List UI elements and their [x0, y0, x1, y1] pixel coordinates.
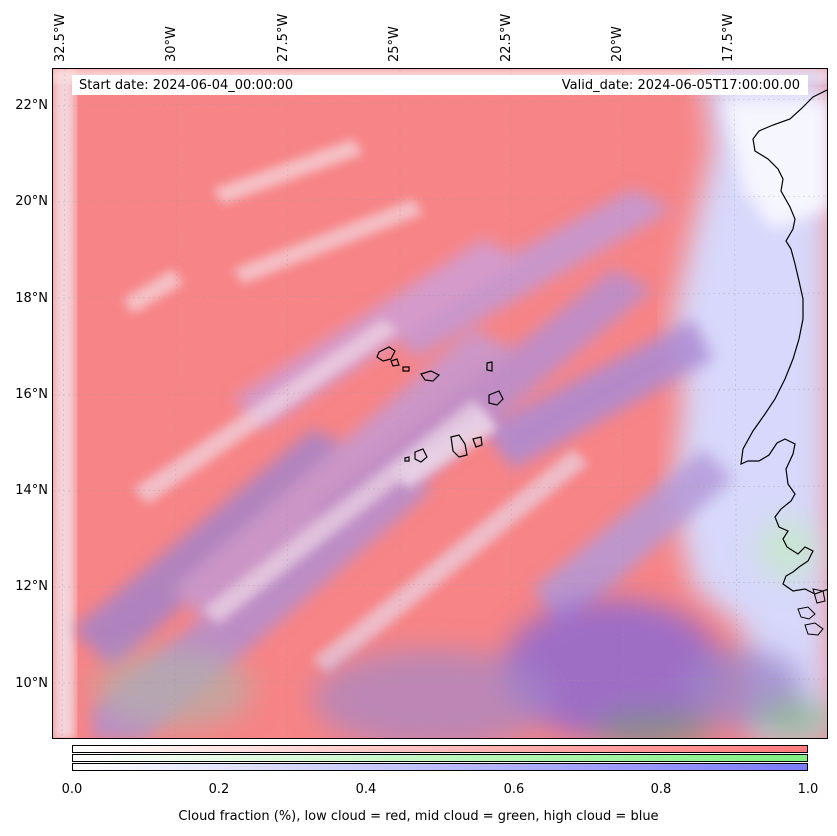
lon-label-30w: 30°W	[164, 26, 179, 62]
cloud-fraction-map	[53, 69, 827, 738]
lat-label-22n: 22°N	[15, 98, 48, 113]
start-date-label: Start date: 2024-06-04_00:00:00	[79, 78, 294, 93]
lon-label-32-5w: 32.5°W	[53, 13, 68, 62]
colorbar-low-cloud	[72, 745, 808, 753]
lat-label-20n: 20°N	[15, 194, 48, 209]
colorbar-legend	[72, 745, 808, 771]
colorbar-tick-1: 1.0	[797, 782, 819, 797]
colorbar-tick-0-6: 0.6	[503, 782, 525, 797]
thin-cloud-streaks	[123, 139, 588, 674]
colorbar-high-cloud	[72, 763, 808, 771]
graticule	[53, 69, 827, 738]
lon-label-25w: 25°W	[387, 26, 402, 62]
cape-verde-islands	[376, 346, 504, 463]
map-frame	[52, 68, 828, 739]
colorbar-tick-0-8: 0.8	[650, 782, 672, 797]
colorbar-caption: Cloud fraction (%), low cloud = red, mid…	[178, 809, 659, 824]
date-banner: Start date: 2024-06-04_00:00:00 Valid_da…	[72, 75, 808, 95]
lat-label-12n: 12°N	[15, 579, 48, 594]
lat-label-14n: 14°N	[15, 483, 48, 498]
valid-date-label: Valid_date: 2024-06-05T17:00:00.00	[561, 78, 800, 93]
coastline-islands-south	[797, 588, 826, 636]
lon-label-27-5w: 27.5°W	[276, 13, 291, 62]
lat-label-10n: 10°N	[15, 676, 48, 691]
colorbar-tick-0-4: 0.4	[355, 782, 377, 797]
lon-label-20w: 20°W	[610, 26, 625, 62]
edge-fade-left	[53, 69, 75, 738]
colorbar-tick-0-2: 0.2	[208, 782, 230, 797]
lat-label-16n: 16°N	[15, 387, 48, 402]
southern-cloud-mass	[93, 519, 827, 738]
lat-label-18n: 18°N	[15, 291, 48, 306]
colorbar-mid-cloud	[72, 754, 808, 762]
colorbar-tick-0: 0.0	[61, 782, 83, 797]
coastline-west-africa	[740, 89, 827, 595]
lon-label-22-5w: 22.5°W	[499, 13, 514, 62]
lon-label-17-5w: 17.5°W	[721, 13, 736, 62]
